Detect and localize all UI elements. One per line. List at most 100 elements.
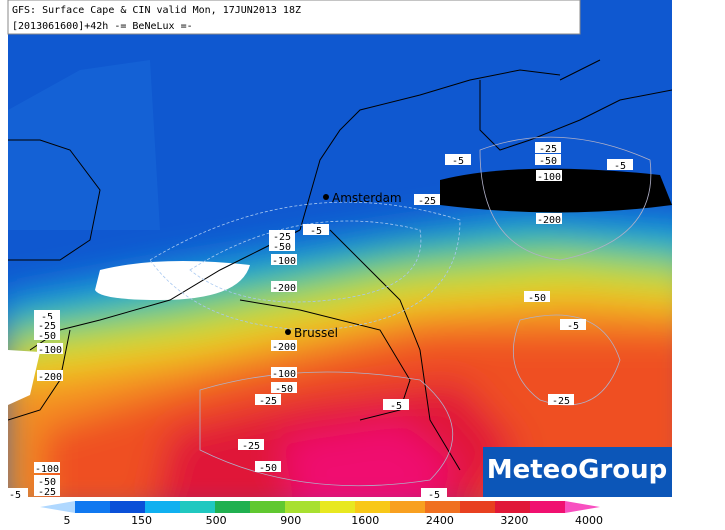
contour-label-bg bbox=[34, 475, 60, 486]
contour-label: -50 bbox=[259, 463, 277, 474]
contour-label-bg bbox=[34, 319, 60, 330]
contour-label: -100 bbox=[35, 464, 59, 475]
contour-label: -25 bbox=[539, 144, 557, 155]
contour-label-bg bbox=[255, 461, 281, 472]
contour-label-bg bbox=[271, 340, 297, 351]
contour-label-bg bbox=[34, 329, 60, 340]
contour-label: -5 bbox=[390, 401, 402, 412]
contour-label-bg bbox=[34, 485, 60, 496]
contour-label-bg bbox=[2, 488, 28, 499]
contour-label: -25 bbox=[38, 487, 56, 498]
colorbar-swatch bbox=[285, 501, 320, 513]
contour-label-bg bbox=[34, 462, 60, 473]
logo-box bbox=[483, 447, 672, 497]
contour-label-bg bbox=[421, 488, 447, 499]
contour-label: -50 bbox=[528, 293, 546, 304]
contour-label-bg bbox=[560, 319, 586, 330]
contour-label-bg bbox=[271, 367, 297, 378]
logo: MeteoGroup bbox=[487, 455, 668, 485]
contour-label: -50 bbox=[539, 156, 557, 167]
contour-label-bg bbox=[303, 224, 329, 235]
colorbar-label: 5 bbox=[64, 514, 71, 526]
colorbar-label: 150 bbox=[131, 514, 152, 526]
contour-label: -100 bbox=[537, 172, 561, 183]
contour-label-bg bbox=[414, 194, 440, 205]
contour-label-bg bbox=[34, 310, 60, 321]
contour-label-bg bbox=[255, 394, 281, 405]
colorbar-swatch bbox=[390, 501, 425, 513]
contour-label-bg bbox=[536, 213, 562, 224]
contour-label: -5 bbox=[567, 321, 579, 332]
contour-label: -200 bbox=[38, 372, 62, 383]
contour-label-bg bbox=[445, 154, 471, 165]
colorbar-swatch bbox=[40, 501, 75, 513]
colorbar-swatch bbox=[110, 501, 145, 513]
contour-label-bg bbox=[536, 170, 562, 181]
contour-label: -5 bbox=[310, 226, 322, 237]
city-name: Amsterdam bbox=[332, 191, 402, 205]
contour-label: -25 bbox=[418, 196, 436, 207]
colorbar-swatch bbox=[320, 501, 355, 513]
contour-label: -25 bbox=[259, 396, 277, 407]
colorbar-label: 900 bbox=[280, 514, 301, 526]
contour-label: -200 bbox=[272, 342, 296, 353]
contour-label: -25 bbox=[273, 232, 291, 243]
contour-label: -200 bbox=[272, 283, 296, 294]
contour-label-bg bbox=[271, 281, 297, 292]
colorbar-swatch bbox=[565, 501, 600, 513]
colorbar-swatch bbox=[215, 501, 250, 513]
colorbar-swatch bbox=[495, 501, 530, 513]
contour-label-bg bbox=[269, 230, 295, 241]
colorbar-label: 4000 bbox=[575, 514, 603, 526]
colorbar-swatch bbox=[250, 501, 285, 513]
colorbar-swatch bbox=[355, 501, 390, 513]
header-subtitle: [2013061600]+42h -= BeNeLux =- bbox=[12, 21, 193, 32]
colorbar-swatch bbox=[180, 501, 215, 513]
colorbar-label: 3200 bbox=[500, 514, 528, 526]
contour-label: -5 bbox=[428, 490, 440, 501]
contour-label-bg bbox=[238, 439, 264, 450]
city-name: Brussel bbox=[294, 326, 338, 340]
contour-label-bg bbox=[535, 142, 561, 153]
colorbar-swatch bbox=[145, 501, 180, 513]
contour-label-bg bbox=[524, 291, 550, 302]
contour-label-bg bbox=[607, 159, 633, 170]
contour-label-bg bbox=[535, 154, 561, 165]
contour-label: -25 bbox=[242, 441, 260, 452]
contour-label: -50 bbox=[38, 477, 56, 488]
contour-label: -5 bbox=[9, 490, 21, 501]
contour-label: -50 bbox=[273, 242, 291, 253]
city-dot bbox=[285, 329, 291, 335]
contour-label-bg bbox=[383, 399, 409, 410]
contour-label: -200 bbox=[537, 215, 561, 226]
contour-label-bg bbox=[37, 370, 63, 381]
contour-label-bg bbox=[271, 254, 297, 265]
contour-label-bg bbox=[269, 240, 295, 251]
contour-label-bg bbox=[548, 394, 574, 405]
colorbar-label: 2400 bbox=[426, 514, 454, 526]
colorbar: 5 150 500 900 1600 2400 3200 4000 bbox=[40, 501, 603, 527]
colorbar-swatch bbox=[530, 501, 565, 513]
contour-label: -100 bbox=[272, 369, 296, 380]
contour-label-bg bbox=[37, 343, 63, 354]
header-title: GFS: Surface Cape & CIN valid Mon, 17JUN… bbox=[12, 5, 301, 16]
colorbar-swatch bbox=[460, 501, 495, 513]
colorbar-label: 1600 bbox=[351, 514, 379, 526]
header-box bbox=[7, 0, 581, 35]
contour-label: -5 bbox=[41, 312, 53, 323]
colorbar-swatch bbox=[425, 501, 460, 513]
contour-label: -100 bbox=[38, 345, 62, 356]
city-dot bbox=[323, 194, 329, 200]
contour-label: -5 bbox=[614, 161, 626, 172]
contour-label: -25 bbox=[38, 321, 56, 332]
contour-label: -50 bbox=[38, 331, 56, 342]
contour-label: -100 bbox=[272, 256, 296, 267]
colorbar-swatch bbox=[75, 501, 110, 513]
field bbox=[8, 0, 672, 497]
contour-label-bg bbox=[271, 382, 297, 393]
contour-label: -50 bbox=[275, 384, 293, 395]
colorbar-label: 500 bbox=[206, 514, 227, 526]
contour-label: -5 bbox=[452, 156, 464, 167]
contour-label: -25 bbox=[552, 396, 570, 407]
